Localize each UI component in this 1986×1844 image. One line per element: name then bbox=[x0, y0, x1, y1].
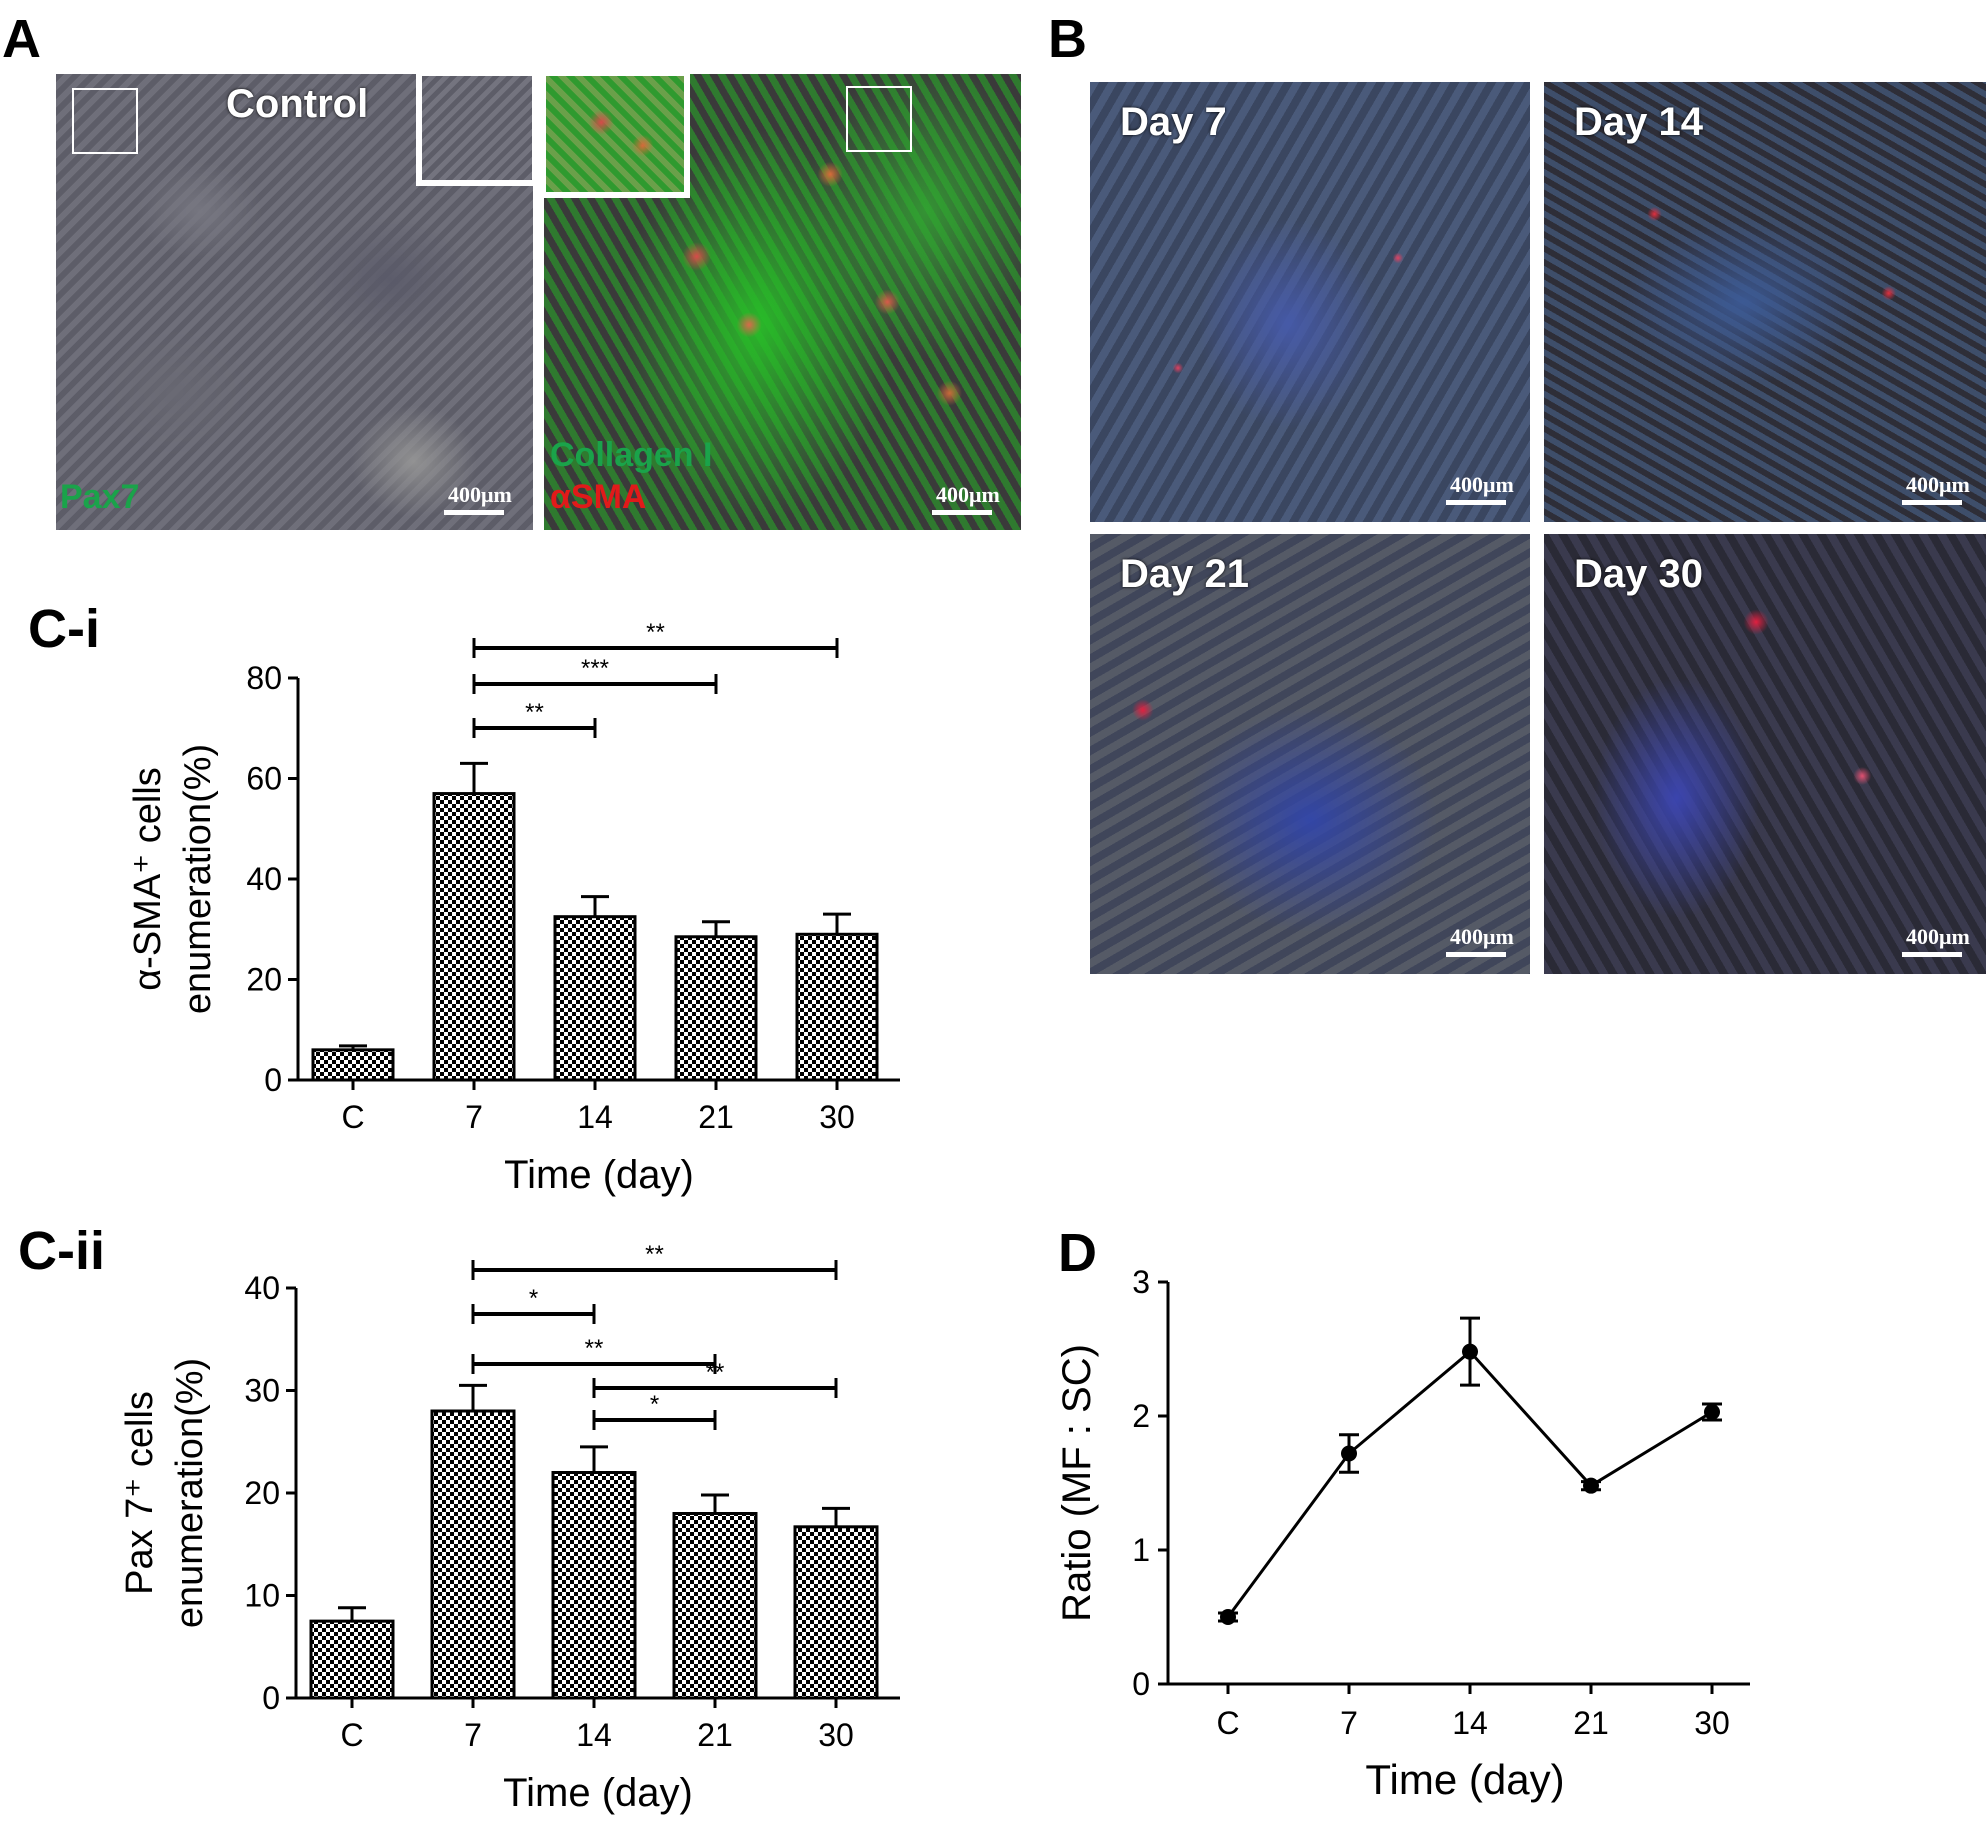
roi-box bbox=[72, 88, 138, 154]
scale-bar bbox=[1446, 500, 1506, 505]
bar bbox=[432, 792, 516, 1082]
x-tick-label: 7 bbox=[465, 1099, 483, 1135]
x-tick-label: 21 bbox=[698, 1099, 734, 1135]
y-tick-label: 20 bbox=[244, 1475, 280, 1511]
data-point bbox=[1220, 1609, 1236, 1625]
y-tick-label: 10 bbox=[244, 1578, 280, 1614]
data-line bbox=[1226, 1349, 1713, 1618]
bar bbox=[309, 1619, 395, 1700]
significance-label: * bbox=[529, 1285, 538, 1312]
day-30-label: Day 30 bbox=[1574, 552, 1703, 596]
x-tick-label: 30 bbox=[819, 1099, 855, 1135]
bar bbox=[674, 935, 758, 1082]
y-tick-label: 40 bbox=[244, 1270, 280, 1306]
significance-label: * bbox=[650, 1391, 659, 1418]
x-tick-label: 21 bbox=[1573, 1705, 1609, 1741]
data-point bbox=[1704, 1403, 1720, 1420]
x-tick-label: 14 bbox=[1452, 1705, 1488, 1741]
micrograph-day-30: Day 30 400μm bbox=[1544, 534, 1986, 974]
pax7-stain-label: Pax7 bbox=[60, 478, 140, 516]
y-axis-title: Ratio (MF : SC) bbox=[1055, 1344, 1099, 1622]
control-label: Control bbox=[226, 82, 369, 126]
x-tick-label: 30 bbox=[1694, 1705, 1730, 1741]
y-tick-label: 2 bbox=[1132, 1398, 1150, 1434]
data-point bbox=[1583, 1477, 1599, 1494]
asma-stain-label: αSMA bbox=[550, 478, 647, 516]
panel-b-letter: B bbox=[1048, 9, 1087, 69]
y-axis-title: Pax 7⁺ cells bbox=[119, 1391, 161, 1595]
panel-d-letter: D bbox=[1058, 1223, 1097, 1283]
collagen-stain-label: Collagen I bbox=[550, 436, 713, 474]
scale-bar bbox=[1902, 500, 1962, 505]
bar bbox=[672, 1512, 758, 1700]
x-axis-title: Time (day) bbox=[1365, 1756, 1564, 1803]
y-tick-label: 20 bbox=[246, 962, 282, 998]
x-tick-label: 30 bbox=[818, 1717, 854, 1753]
y-tick-label: 80 bbox=[246, 660, 282, 696]
significance-label: *** bbox=[581, 655, 609, 682]
scale-bar bbox=[444, 510, 504, 515]
scale-bar bbox=[1446, 952, 1506, 957]
significance-label: ** bbox=[706, 1359, 725, 1386]
micrograph-day-7: Day 7 400μm bbox=[1090, 82, 1530, 522]
significance-label: ** bbox=[646, 619, 665, 646]
inset-control bbox=[416, 70, 538, 186]
scale-label: 400μm bbox=[448, 482, 512, 507]
bar bbox=[551, 1471, 637, 1700]
significance-label: ** bbox=[645, 1241, 664, 1268]
bar bbox=[553, 915, 637, 1082]
x-tick-label: 7 bbox=[464, 1717, 482, 1753]
y-tick-label: 30 bbox=[244, 1373, 280, 1409]
bar bbox=[311, 1048, 395, 1082]
x-tick-label: C bbox=[340, 1717, 363, 1753]
y-tick-label: 0 bbox=[262, 1680, 280, 1716]
day-14-label: Day 14 bbox=[1574, 100, 1703, 144]
day-21-label: Day 21 bbox=[1120, 552, 1249, 596]
scale-label: 400μm bbox=[1906, 924, 1970, 949]
x-axis-title: Time (day) bbox=[504, 1153, 694, 1197]
micrograph-day-21: Day 21 400μm bbox=[1090, 534, 1530, 974]
scale-label: 400μm bbox=[936, 482, 1000, 507]
inset-collagen-asma bbox=[540, 70, 690, 198]
roi-box bbox=[846, 86, 912, 152]
y-axis-title: enumeration(%) bbox=[169, 1358, 211, 1628]
x-tick-label: 14 bbox=[577, 1099, 613, 1135]
y-tick-label: 0 bbox=[264, 1062, 282, 1098]
significance-label: ** bbox=[585, 1335, 604, 1362]
y-tick-label: 60 bbox=[246, 761, 282, 797]
scale-label: 400μm bbox=[1450, 472, 1514, 497]
bar bbox=[430, 1409, 516, 1700]
micrograph-day-14: Day 14 400μm bbox=[1544, 82, 1986, 522]
scale-bar bbox=[932, 510, 992, 515]
x-tick-label: 21 bbox=[697, 1717, 733, 1753]
x-axis-title: Time (day) bbox=[503, 1771, 693, 1815]
y-tick-label: 40 bbox=[246, 861, 282, 897]
y-axis-title: α-SMA⁺ cells bbox=[127, 767, 169, 991]
panel-ci-letter: C-i bbox=[28, 599, 100, 659]
y-tick-label: 1 bbox=[1132, 1532, 1150, 1568]
x-tick-label: C bbox=[341, 1099, 364, 1135]
bar bbox=[795, 932, 879, 1082]
y-tick-label: 0 bbox=[1132, 1666, 1150, 1702]
bar bbox=[793, 1525, 879, 1700]
x-tick-label: 14 bbox=[576, 1717, 612, 1753]
x-tick-label: C bbox=[1216, 1705, 1239, 1741]
data-point bbox=[1341, 1445, 1357, 1462]
y-axis-title: enumeration(%) bbox=[177, 744, 219, 1014]
scale-bar bbox=[1902, 952, 1962, 957]
data-point bbox=[1462, 1343, 1478, 1360]
scale-label: 400μm bbox=[1906, 472, 1970, 497]
significance-label: ** bbox=[525, 699, 544, 726]
day-7-label: Day 7 bbox=[1120, 100, 1227, 144]
scale-label: 400μm bbox=[1450, 924, 1514, 949]
panel-a-letter: A bbox=[2, 9, 41, 69]
chart-d: 0 1 2 3 C 7 14 21 30 Time (day) Ratio (MF : SC) bbox=[1055, 1264, 1750, 1803]
x-tick-label: 7 bbox=[1340, 1705, 1358, 1741]
panel-cii-letter: C-ii bbox=[18, 1221, 105, 1281]
y-tick-label: 3 bbox=[1132, 1264, 1150, 1300]
